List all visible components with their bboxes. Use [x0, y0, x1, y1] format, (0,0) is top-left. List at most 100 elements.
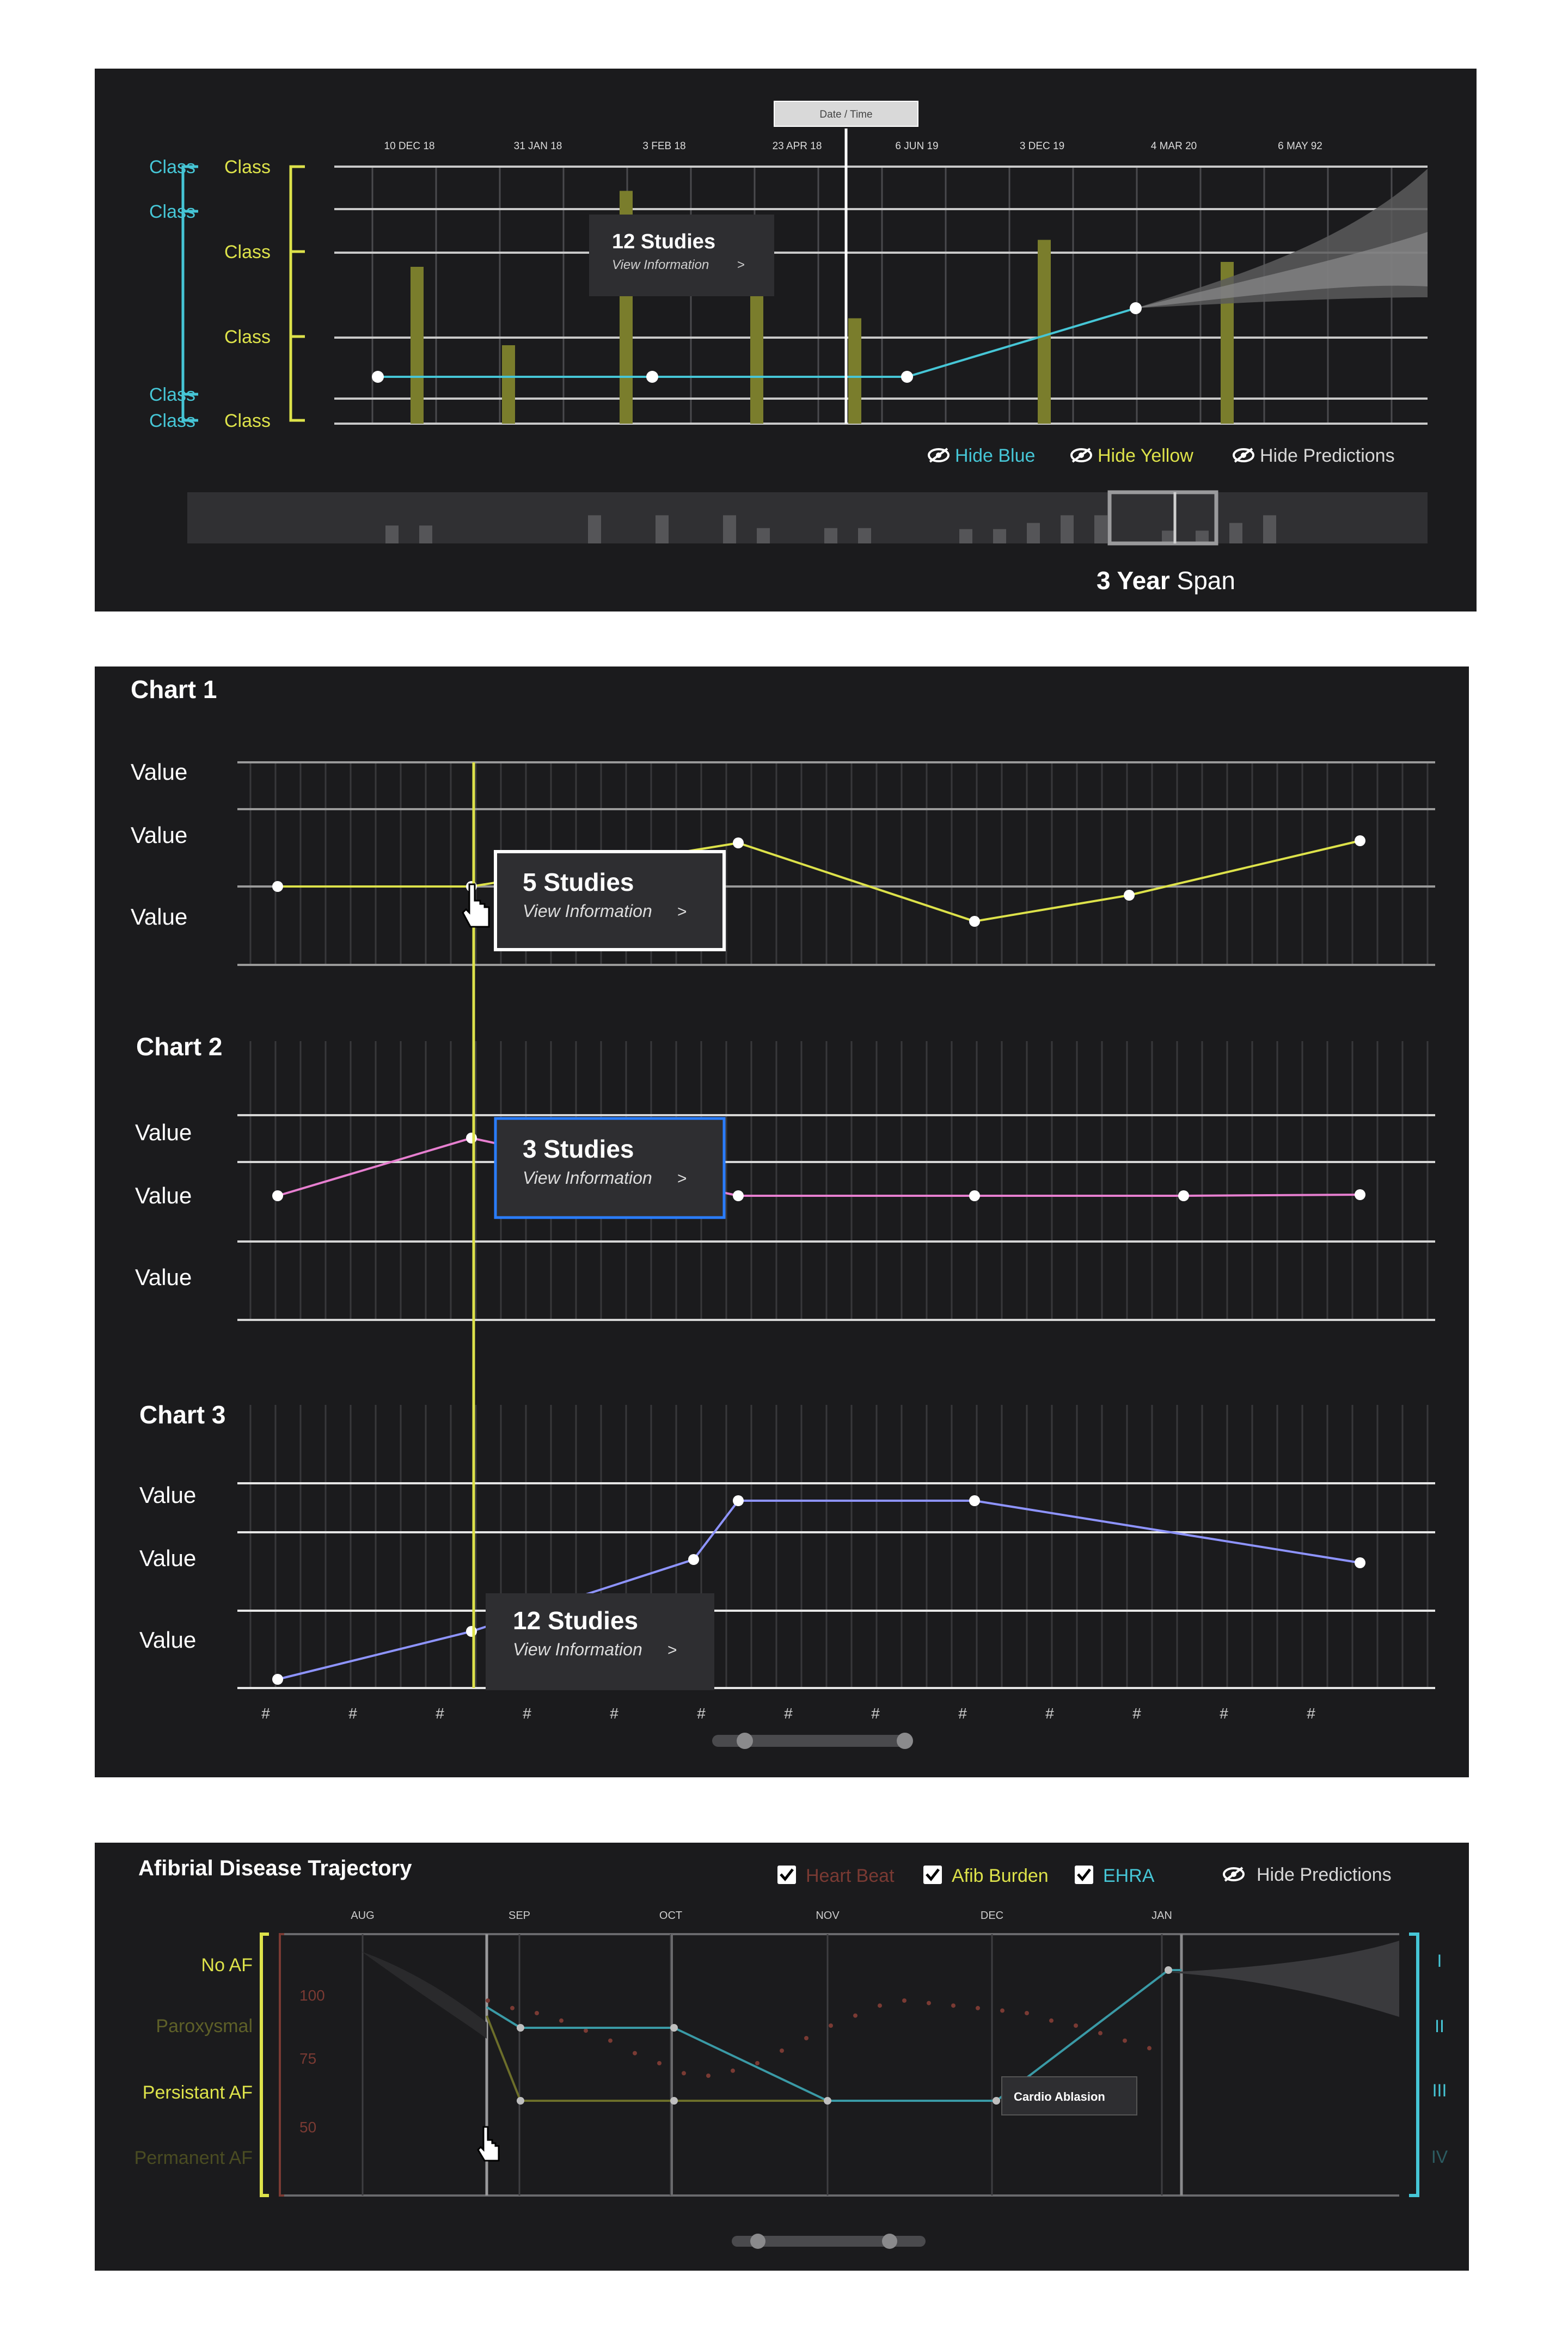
value-label: Value: [135, 1183, 192, 1208]
heart-beat-point: [1049, 2018, 1054, 2023]
annotation-label: Cardio Ablasion: [1014, 2090, 1105, 2103]
x-tick-label: #: [523, 1705, 531, 1722]
toggle-1[interactable]: Hide Yellow: [1070, 445, 1193, 466]
eye-off-icon: [928, 448, 950, 463]
data-point[interactable]: [1355, 1557, 1365, 1568]
heart-beat-point: [584, 2028, 588, 2033]
heart-beat-point: [804, 2036, 808, 2040]
toggle-2[interactable]: Hide Predictions: [1233, 445, 1395, 466]
tooltip-chart2[interactable]: [494, 1117, 726, 1219]
data-point[interactable]: [1178, 1190, 1189, 1201]
time-slider-handle[interactable]: [774, 101, 918, 127]
span-rest: Span: [1170, 566, 1235, 595]
x-tick-label: 23 APR 18: [773, 140, 822, 152]
hide-predictions-toggle[interactable]: Hide Predictions: [1223, 1864, 1392, 1885]
studies-tooltip[interactable]: [589, 215, 774, 296]
yellow-class-label: Class: [224, 411, 271, 431]
data-point[interactable]: [272, 1674, 283, 1685]
x-tick-label: 4 MAR 20: [1151, 140, 1197, 152]
minimap-bar: [1162, 530, 1175, 543]
hide-predictions-label[interactable]: Hide Predictions: [1257, 1864, 1392, 1885]
range-handle-start[interactable]: [737, 1733, 753, 1749]
legend-label[interactable]: Afib Burden: [952, 1866, 1049, 1886]
toggle-label[interactable]: Hide Predictions: [1260, 445, 1395, 466]
x-tick-label: #: [348, 1705, 357, 1722]
tooltip-chart3[interactable]: [486, 1593, 714, 1690]
ehra-label: IV: [1431, 2147, 1448, 2167]
month-label: DEC: [981, 1910, 1003, 1922]
data-point[interactable]: [969, 916, 980, 927]
data-point[interactable]: [733, 837, 744, 848]
minimap-bar: [858, 528, 871, 543]
data-point[interactable]: [969, 1495, 980, 1506]
legend-label[interactable]: EHRA: [1103, 1866, 1155, 1886]
heart-beat-point: [1025, 2011, 1029, 2015]
data-point[interactable]: [517, 2024, 524, 2032]
prediction-cone-inner: [1136, 232, 1428, 308]
x-tick-label: #: [697, 1705, 706, 1722]
tooltip-link[interactable]: View Information: [523, 901, 652, 921]
data-point[interactable]: [1355, 1189, 1365, 1200]
data-point[interactable]: [688, 1554, 699, 1565]
blue-point[interactable]: [1130, 302, 1142, 314]
value-label: Value: [131, 822, 187, 848]
range-track[interactable]: [712, 1735, 910, 1747]
tooltip-chart1[interactable]: [494, 850, 726, 951]
x-tick-label: #: [1045, 1705, 1054, 1722]
data-point[interactable]: [272, 1190, 283, 1201]
tooltip-arrow[interactable]: >: [667, 1641, 677, 1659]
range-track[interactable]: [732, 2236, 926, 2247]
minimap-bar: [757, 528, 770, 543]
data-point[interactable]: [993, 2097, 1000, 2105]
legend-item-2[interactable]: EHRA: [1075, 1866, 1155, 1886]
data-point[interactable]: [969, 1190, 980, 1201]
annotation-box[interactable]: [1001, 2076, 1137, 2115]
heart-beat-point: [951, 2003, 955, 2008]
data-point[interactable]: [272, 881, 283, 892]
range-handle-end[interactable]: [897, 1733, 913, 1749]
tooltip-link[interactable]: View Information: [612, 258, 709, 272]
toggle-0[interactable]: Hide Blue: [928, 445, 1035, 466]
data-point[interactable]: [466, 1626, 477, 1637]
blue-point[interactable]: [901, 371, 913, 383]
tooltip-link[interactable]: View Information: [523, 1168, 652, 1188]
minimap-window[interactable]: [1107, 490, 1218, 546]
ehra-label: III: [1432, 2081, 1447, 2100]
data-point[interactable]: [733, 1190, 744, 1201]
x-tick-label: 6 JUN 19: [895, 140, 938, 152]
data-point[interactable]: [1165, 1966, 1172, 1974]
data-point[interactable]: [1124, 890, 1135, 901]
heart-beat-point: [633, 2051, 637, 2056]
tooltip-arrow[interactable]: >: [677, 1170, 687, 1188]
legend-item-1[interactable]: Afib Burden: [923, 1866, 1049, 1886]
data-point[interactable]: [670, 2097, 678, 2105]
toggle-label[interactable]: Hide Yellow: [1098, 445, 1193, 466]
minimap-bar: [959, 529, 972, 543]
minimap-bar: [588, 515, 601, 543]
blue-point[interactable]: [372, 371, 384, 383]
timeline-chart: 10 DEC 18 31 JAN 18 3 FEB 18 23 APR 18 6 JUN…: [149, 101, 1428, 595]
data-point[interactable]: [733, 1495, 744, 1506]
minimap-bar: [419, 525, 432, 543]
legend-item-0[interactable]: Heart Beat: [777, 1866, 895, 1886]
x-tick-label: #: [610, 1705, 618, 1722]
tooltip-arrow[interactable]: >: [737, 258, 745, 272]
series-line: [277, 1136, 1361, 1197]
hand-pointer-icon: [477, 2126, 500, 2162]
data-point[interactable]: [824, 2097, 831, 2105]
range-handle-end[interactable]: [882, 2234, 897, 2249]
afib-panel: Afibrial Disease Trajectory Heart Beat Afi…: [95, 1843, 1469, 2271]
heart-beat-point: [878, 2003, 882, 2008]
tooltip-link[interactable]: View Information: [513, 1640, 642, 1659]
afib-level-label: Permanent AF: [134, 2148, 253, 2168]
range-handle-start[interactable]: [750, 2234, 765, 2249]
toggle-label[interactable]: Hide Blue: [955, 445, 1035, 466]
heart-beat-point: [976, 2005, 980, 2010]
data-point[interactable]: [1355, 835, 1365, 846]
data-point[interactable]: [517, 2097, 524, 2105]
legend-label[interactable]: Heart Beat: [806, 1866, 895, 1886]
tooltip-arrow[interactable]: >: [677, 903, 687, 921]
data-point[interactable]: [466, 1133, 477, 1143]
data-point[interactable]: [670, 2024, 678, 2032]
blue-point[interactable]: [646, 371, 658, 383]
